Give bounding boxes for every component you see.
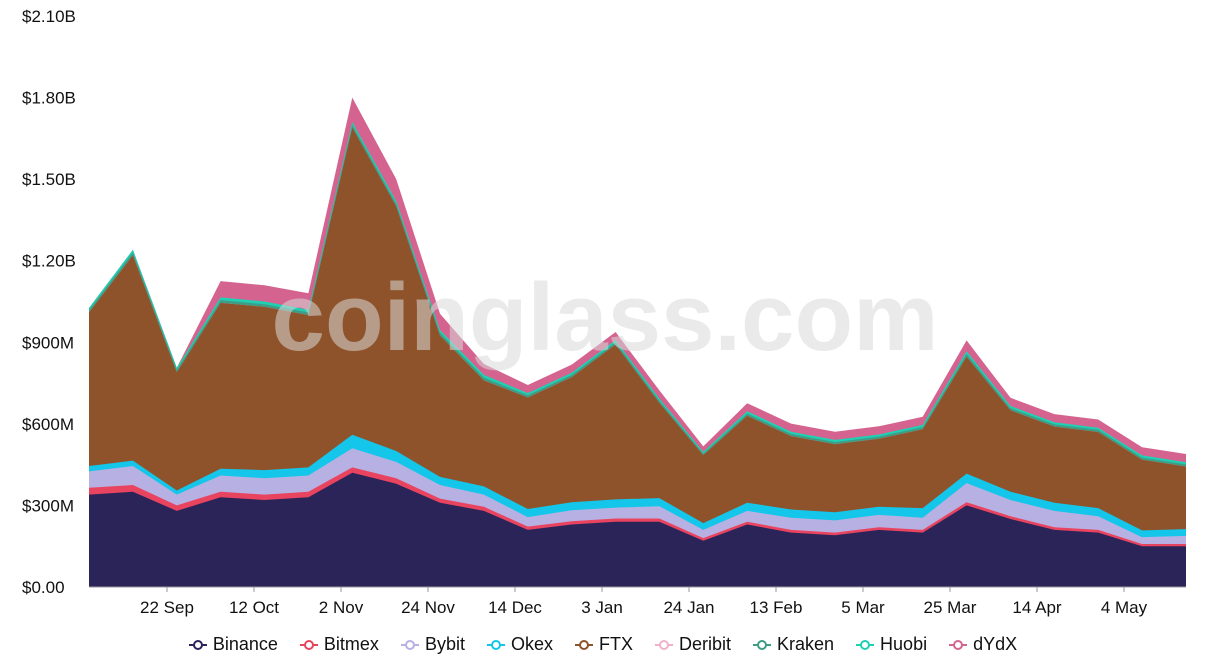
x-tick-label: 14 Dec [488, 598, 542, 617]
y-tick-label: $2.10B [22, 7, 76, 26]
y-axis: $0.00 $300M $600M $900M $1.20B $1.50B $1.80B $2… [22, 7, 76, 597]
y-tick-label: $0.00 [22, 578, 65, 597]
legend-label: dYdX [973, 634, 1018, 654]
legend-marker-icon [486, 639, 505, 650]
legend-label: Deribit [678, 634, 731, 654]
legend-item-dydx[interactable]: dYdX [949, 634, 1017, 655]
stacked-area-chart: $0.00 $300M $600M $900M $1.20B $1.50B $1.80B $2… [22, 7, 1186, 617]
x-tick-label: 5 Mar [841, 598, 885, 617]
y-tick-label: $1.80B [22, 89, 76, 108]
legend-marker-icon [654, 639, 673, 650]
legend-marker-icon [856, 639, 875, 650]
x-tick-label: 25 Mar [924, 598, 977, 617]
legend-item-bybit[interactable]: Bybit [400, 634, 465, 655]
legend-label: Okex [510, 634, 553, 654]
y-tick-label: $1.50B [22, 170, 76, 189]
series-area-binance [89, 472, 1186, 587]
legend-label: FTX [598, 634, 633, 654]
x-axis: 22 Sep 12 Oct 2 Nov 24 Nov 14 Dec 3 Jan 24 Jan… [140, 587, 1148, 617]
legend-label: Bybit [424, 634, 465, 654]
legend: Binance Bitmex Bybit Okex FTX Deribit Kraken Hu… [0, 634, 1206, 655]
legend-item-deribit[interactable]: Deribit [654, 634, 731, 655]
y-tick-label: $1.20B [22, 252, 76, 271]
legend-label: Binance [212, 634, 278, 654]
x-tick-label: 24 Jan [663, 598, 714, 617]
legend-item-kraken[interactable]: Kraken [753, 634, 834, 655]
x-tick-label: 4 May [1101, 598, 1148, 617]
x-tick-label: 13 Feb [750, 598, 803, 617]
x-tick-label: 24 Nov [401, 598, 455, 617]
legend-marker-icon [753, 639, 771, 650]
watermark: coinglass.com [272, 264, 939, 371]
legend-label: Kraken [777, 634, 835, 654]
legend-item-bitmex[interactable]: Bitmex [299, 634, 379, 655]
x-tick-label: 3 Jan [581, 598, 623, 617]
x-tick-label: 12 Oct [229, 598, 279, 617]
legend-item-ftx[interactable]: FTX [574, 634, 633, 655]
legend-marker-icon [949, 639, 968, 650]
legend-item-huobi[interactable]: Huobi [856, 634, 927, 655]
legend-marker-icon [299, 639, 318, 650]
x-tick-label: 22 Sep [140, 598, 194, 617]
x-tick-label: 14 Apr [1012, 598, 1061, 617]
legend-marker-icon [188, 639, 207, 650]
legend-label: Bitmex [323, 634, 379, 654]
legend-item-binance[interactable]: Binance [188, 634, 278, 655]
y-tick-label: $300M [22, 496, 74, 515]
legend-marker-icon [574, 639, 593, 650]
chart-areas [89, 97, 1186, 588]
y-tick-label: $900M [22, 333, 74, 352]
legend-marker-icon [400, 639, 419, 650]
legend-label: Huobi [880, 634, 928, 654]
y-tick-label: $600M [22, 415, 74, 434]
legend-item-okex[interactable]: Okex [486, 634, 553, 655]
x-tick-label: 2 Nov [319, 598, 364, 617]
